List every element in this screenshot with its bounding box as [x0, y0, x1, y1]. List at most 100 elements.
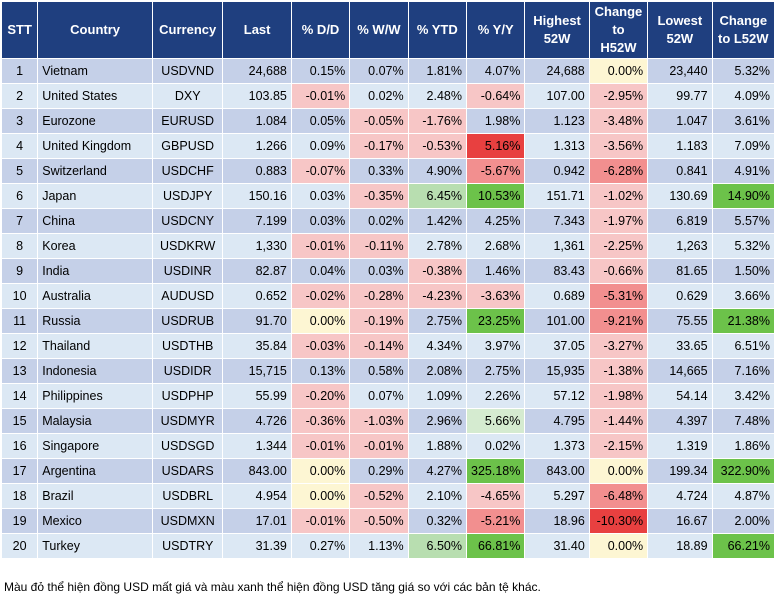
cell-ww: -0.01%	[349, 433, 409, 459]
cell-low52w: 199.34	[647, 458, 713, 484]
header-ww: % W/W	[349, 1, 409, 59]
cell-last: 82.87	[222, 258, 292, 284]
cell-high52w: 5.297	[524, 483, 590, 509]
cell-country: Switzerland	[37, 158, 153, 184]
cell-stt: 2	[0, 83, 39, 109]
cell-high52w: 18.96	[524, 508, 590, 534]
cell-high52w: 1.123	[524, 108, 590, 134]
cell-last: 24,688	[222, 58, 292, 84]
cell-ww: -0.05%	[349, 108, 409, 134]
cell-ytd: 4.90%	[407, 158, 467, 184]
header-stt: STT	[0, 1, 39, 59]
cell-change-l52w: 4.91%	[711, 158, 776, 184]
cell-change-h52w: 0.00%	[588, 58, 649, 84]
cell-dd: 0.27%	[290, 533, 351, 559]
cell-high52w: 4.795	[524, 408, 590, 434]
cell-high52w: 107.00	[524, 83, 590, 109]
table-row: 16 Singapore USDSGD 1.344 -0.01% -0.01% 1.88% 0…	[0, 433, 776, 459]
cell-dd: -0.20%	[290, 383, 351, 409]
cell-country: United Kingdom	[37, 133, 153, 159]
cell-stt: 1	[0, 58, 39, 84]
cell-low52w: 75.55	[647, 308, 713, 334]
cell-ytd: -0.38%	[407, 258, 467, 284]
cell-dd: 0.00%	[290, 308, 351, 334]
cell-last: 4.726	[222, 408, 292, 434]
cell-change-l52w: 3.66%	[711, 283, 776, 309]
cell-yy: 1.98%	[465, 108, 526, 134]
cell-yy: 2.75%	[465, 358, 526, 384]
cell-dd: -0.02%	[290, 283, 351, 309]
cell-change-h52w: -1.44%	[588, 408, 649, 434]
header-change-l52w: Change to L52W	[711, 1, 776, 59]
table-row: 6 Japan USDJPY 150.16 0.03% -0.35% 6.45% 10.53%…	[0, 183, 776, 209]
cell-ytd: 4.34%	[407, 333, 467, 359]
cell-stt: 13	[0, 358, 39, 384]
cell-stt: 11	[0, 308, 39, 334]
cell-last: 0.883	[222, 158, 292, 184]
cell-ww: -0.14%	[349, 333, 409, 359]
cell-dd: 0.03%	[290, 208, 351, 234]
table-row: 12 Thailand USDTHB 35.84 -0.03% -0.14% 4.34% 3.…	[0, 333, 776, 359]
cell-change-h52w: -2.95%	[588, 83, 649, 109]
cell-last: 55.99	[222, 383, 292, 409]
cell-currency: USDMXN	[151, 508, 224, 534]
cell-ytd: 2.48%	[407, 83, 467, 109]
cell-last: 1,330	[222, 233, 292, 259]
cell-ytd: -1.76%	[407, 108, 467, 134]
cell-low52w: 4.397	[647, 408, 713, 434]
cell-ytd: 2.10%	[407, 483, 467, 509]
cell-ytd: 1.42%	[407, 208, 467, 234]
header-low52w: Lowest 52W	[647, 1, 713, 59]
cell-high52w: 31.40	[524, 533, 590, 559]
header-dd: % D/D	[290, 1, 351, 59]
cell-change-h52w: -5.31%	[588, 283, 649, 309]
cell-ytd: -0.53%	[407, 133, 467, 159]
cell-high52w: 7.343	[524, 208, 590, 234]
cell-ytd: 6.45%	[407, 183, 467, 209]
cell-currency: USDVND	[151, 58, 224, 84]
cell-dd: 0.03%	[290, 183, 351, 209]
cell-dd: -0.01%	[290, 433, 351, 459]
footnote: Màu đỏ thể hiện đồng USD mất giá và màu …	[4, 580, 541, 594]
cell-currency: EURUSD	[151, 108, 224, 134]
cell-yy: 66.81%	[465, 533, 526, 559]
cell-change-h52w: 0.00%	[588, 533, 649, 559]
cell-dd: 0.05%	[290, 108, 351, 134]
cell-country: Turkey	[37, 533, 153, 559]
cell-country: Eurozone	[37, 108, 153, 134]
table-row: 20 Turkey USDTRY 31.39 0.27% 1.13% 6.50% 66.81%…	[0, 533, 776, 559]
cell-change-l52w: 66.21%	[711, 533, 776, 559]
cell-yy: 2.68%	[465, 233, 526, 259]
cell-change-l52w: 3.42%	[711, 383, 776, 409]
cell-country: Singapore	[37, 433, 153, 459]
cell-ww: -0.11%	[349, 233, 409, 259]
cell-low52w: 54.14	[647, 383, 713, 409]
cell-stt: 15	[0, 408, 39, 434]
cell-ww: 0.02%	[349, 208, 409, 234]
cell-stt: 4	[0, 133, 39, 159]
cell-dd: -0.03%	[290, 333, 351, 359]
cell-yy: -5.21%	[465, 508, 526, 534]
table-row: 13 Indonesia USDIDR 15,715 0.13% 0.58% 2.08% 2.…	[0, 358, 776, 384]
cell-last: 1.084	[222, 108, 292, 134]
cell-ytd: 2.78%	[407, 233, 467, 259]
cell-change-l52w: 5.57%	[711, 208, 776, 234]
cell-currency: USDCHF	[151, 158, 224, 184]
cell-change-l52w: 7.48%	[711, 408, 776, 434]
cell-change-l52w: 2.00%	[711, 508, 776, 534]
cell-last: 0.652	[222, 283, 292, 309]
cell-change-l52w: 4.87%	[711, 483, 776, 509]
cell-change-h52w: -3.27%	[588, 333, 649, 359]
cell-ww: 0.03%	[349, 258, 409, 284]
table-body: 1 Vietnam USDVND 24,688 0.15% 0.07% 1.81% 4.07%…	[0, 58, 776, 559]
cell-low52w: 99.77	[647, 83, 713, 109]
cell-last: 150.16	[222, 183, 292, 209]
cell-high52w: 15,935	[524, 358, 590, 384]
cell-change-l52w: 3.61%	[711, 108, 776, 134]
cell-stt: 14	[0, 383, 39, 409]
cell-high52w: 0.942	[524, 158, 590, 184]
table-row: 10 Australia AUDUSD 0.652 -0.02% -0.28% -4.23%…	[0, 283, 776, 309]
table-row: 5 Switzerland USDCHF 0.883 -0.07% 0.33% 4.90% -…	[0, 158, 776, 184]
header-currency: Currency	[151, 1, 224, 59]
header-change-h52w: Change to H52W	[588, 1, 649, 59]
